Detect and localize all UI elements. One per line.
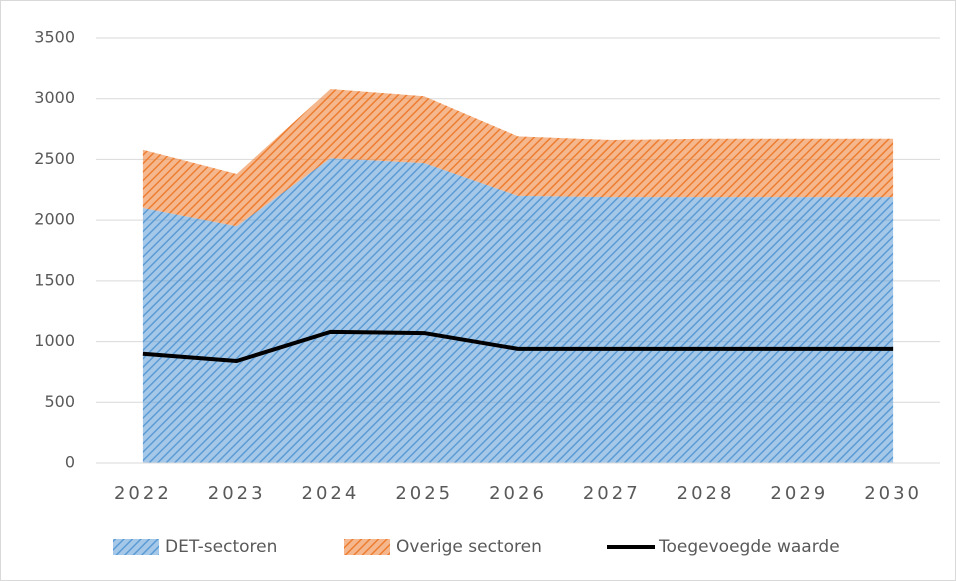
area [142,89,894,227]
y-tick-label: 3000 [34,88,75,107]
y-tick-label: 1000 [34,331,75,350]
line [142,329,894,363]
y-tick-label: 1500 [34,270,75,289]
x-tick-label: 2024 [302,483,360,504]
x-tick-label: 2022 [114,483,172,504]
area [142,158,894,463]
legend-swatch [113,539,159,555]
x-tick-label: 2028 [677,483,735,504]
x-tick-label: 2029 [770,483,828,504]
legend-label: DET-sectoren [165,537,277,557]
y-tick-label: 3500 [34,28,75,47]
x-tick-label: 2025 [395,483,453,504]
legend-label: Overige sectoren [396,537,542,557]
legend-label: Toegevoegde waarde [658,537,840,557]
x-tick-label: 2027 [583,483,641,504]
x-tick-label: 2023 [208,483,266,504]
y-tick-label: 2500 [34,149,75,168]
y-tick-label: 0 [65,453,75,472]
y-tick-label: 2000 [34,210,75,229]
legend-swatch [344,539,390,555]
x-tick-label: 2026 [489,483,547,504]
x-tick-label: 2030 [864,483,922,504]
y-tick-label: 500 [44,392,75,411]
